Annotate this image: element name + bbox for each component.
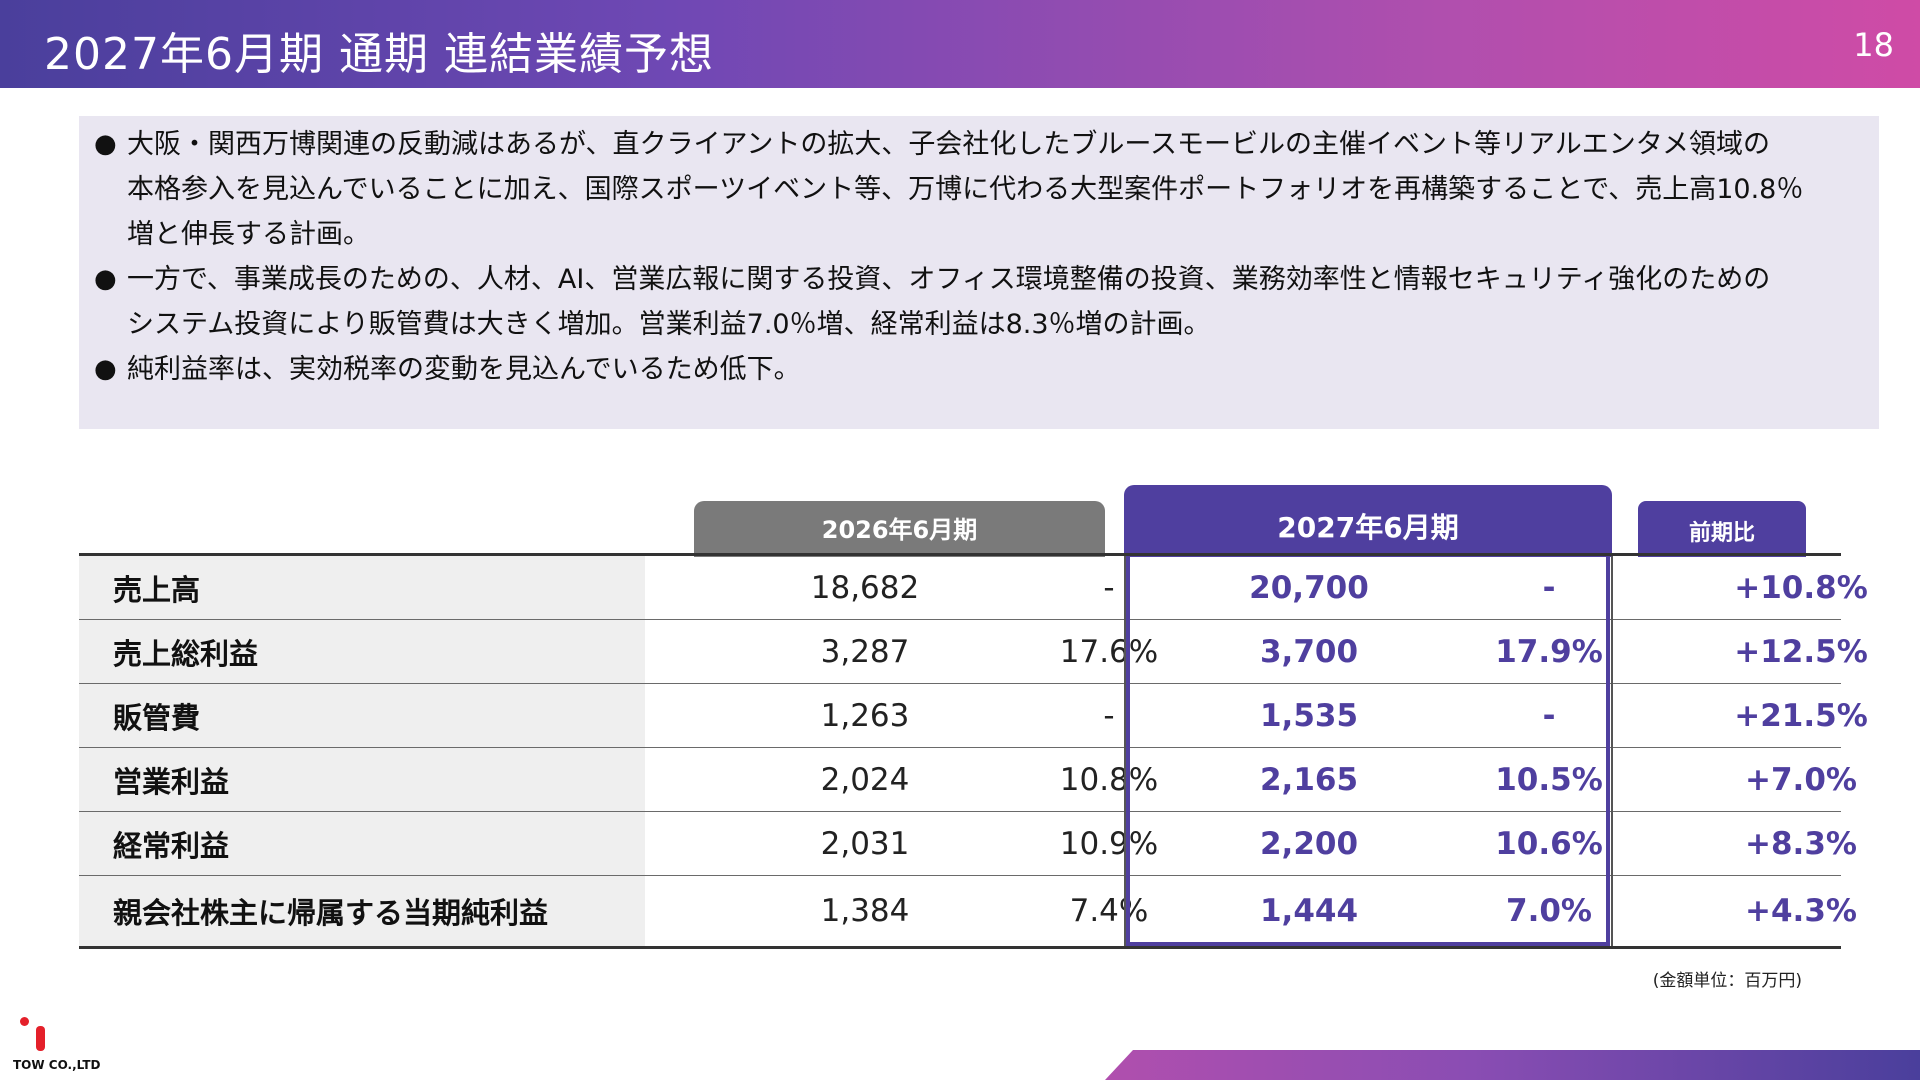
table-top-rule: [79, 553, 1841, 556]
value-fy2026: 1,263: [820, 697, 910, 734]
bullet-line: 純利益率は、実効税率の変動を見込んでいるため低下。: [127, 354, 801, 385]
value-fy2027: 1,444: [1259, 893, 1359, 929]
row-label: 親会社株主に帰属する当期純利益: [79, 876, 645, 946]
value-fy2026: 3,287: [820, 633, 910, 670]
row-label: 経常利益: [79, 812, 645, 875]
yoy-change: +21.5%: [1734, 697, 1868, 734]
value-fy2026: 1,384: [820, 893, 910, 929]
table-bottom-rule: [79, 946, 1841, 949]
yoy-change: +8.3%: [1745, 825, 1857, 862]
summary-bullet: ● 一方で、事業成長のための、人材、AI、営業広報に関する投資、オフィス環境整備…: [94, 257, 1770, 347]
margin-fy2027: 17.9%: [1495, 633, 1603, 670]
row-label: 売上高: [79, 556, 645, 619]
row-divider: [79, 875, 1841, 876]
value-fy2027: 2,200: [1259, 825, 1359, 862]
logo-dot: [20, 1017, 29, 1026]
margin-fy2027: -: [1542, 697, 1556, 734]
row-divider: [79, 683, 1841, 684]
column-divider: [1124, 556, 1126, 946]
margin-fy2026: 10.8%: [1059, 761, 1159, 798]
table-row: 親会社株主に帰属する当期純利益 1,384 7.4% 1,444 7.0% +4…: [79, 876, 1857, 946]
margin-fy2027: -: [1542, 569, 1556, 606]
column-header-yoy: 前期比: [1638, 501, 1806, 557]
row-divider: [79, 747, 1841, 748]
row-label: 営業利益: [79, 748, 645, 811]
value-fy2027: 1,535: [1259, 697, 1359, 734]
row-divider: [79, 811, 1841, 812]
page-number: 18: [1853, 26, 1894, 64]
value-fy2027: 2,165: [1259, 761, 1359, 798]
value-fy2026: 2,031: [820, 825, 910, 862]
table-row: 売上総利益 3,287 17.6% 3,700 17.9% +12.5%: [79, 620, 1868, 683]
margin-fy2027: 10.5%: [1495, 761, 1603, 798]
row-label: 売上総利益: [79, 620, 645, 683]
logo-text: TOW CO.,LTD: [13, 1058, 101, 1072]
margin-fy2026: -: [1103, 569, 1115, 606]
summary-bullet: ● 大阪・関西万博関連の反動減はあるが、直クライアントの拡大、子会社化したブルー…: [94, 122, 1803, 257]
value-fy2027: 20,700: [1249, 569, 1369, 606]
column-header-fy2027: 2027年6月期: [1124, 485, 1612, 557]
table-row: 売上高 18,682 - 20,700 - +10.8%: [79, 556, 1868, 619]
header-bar: 2027年6月期 通期 連結業績予想 18: [0, 0, 1920, 88]
bullet-line: 一方で、事業成長のための、人材、AI、営業広報に関する投資、オフィス環境整備の投…: [127, 264, 1771, 295]
margin-fy2026: 17.6%: [1059, 633, 1159, 670]
margin-fy2027: 10.6%: [1495, 825, 1603, 862]
logo-bar: [36, 1026, 45, 1051]
summary-box: ● 大阪・関西万博関連の反動減はあるが、直クライアントの拡大、子会社化したブルー…: [79, 116, 1879, 429]
value-fy2026: 2,024: [820, 761, 910, 798]
summary-bullet: ● 純利益率は、実効税率の変動を見込んでいるため低下。: [94, 347, 801, 392]
column-header-fy2026: 2026年6月期: [694, 501, 1105, 557]
yoy-change: +7.0%: [1745, 761, 1857, 798]
bullet-line: 本格参入を見込んでいることに加え、国際スポーツイベント等、万博に代わる大型案件ポ…: [127, 174, 1804, 205]
margin-fy2027: 7.0%: [1506, 893, 1592, 929]
unit-note: (金額単位：百万円): [1652, 971, 1802, 991]
yoy-change: +10.8%: [1734, 569, 1868, 606]
column-divider: [1611, 556, 1613, 946]
yoy-change: +4.3%: [1745, 893, 1857, 929]
bullet-mark: ●: [94, 264, 117, 294]
page-title: 2027年6月期 通期 連結業績予想: [44, 29, 714, 80]
yoy-change: +12.5%: [1734, 633, 1868, 670]
row-divider: [79, 619, 1841, 620]
bullet-mark: ●: [94, 354, 117, 384]
margin-fy2026: 10.9%: [1059, 825, 1159, 862]
bullet-line: 増と伸長する計画。: [127, 219, 370, 250]
margin-fy2026: 7.4%: [1069, 893, 1149, 929]
bullet-line: システム投資により販管費は大きく増加。営業利益7.0％増、経常利益は8.3％増の…: [127, 309, 1211, 340]
table-row: 販管費 1,263 - 1,535 - +21.5%: [79, 684, 1868, 747]
table-row: 営業利益 2,024 10.8% 2,165 10.5% +7.0%: [79, 748, 1857, 811]
row-label: 販管費: [79, 684, 645, 747]
value-fy2026: 18,682: [810, 569, 920, 606]
table-row: 経常利益 2,031 10.9% 2,200 10.6% +8.3%: [79, 812, 1857, 875]
value-fy2027: 3,700: [1259, 633, 1359, 670]
bullet-mark: ●: [94, 129, 117, 159]
footer-accent-band: [1105, 1050, 1920, 1080]
bullet-line: 大阪・関西万博関連の反動減はあるが、直クライアントの拡大、子会社化したブルースモ…: [127, 129, 1770, 160]
margin-fy2026: -: [1103, 697, 1115, 734]
